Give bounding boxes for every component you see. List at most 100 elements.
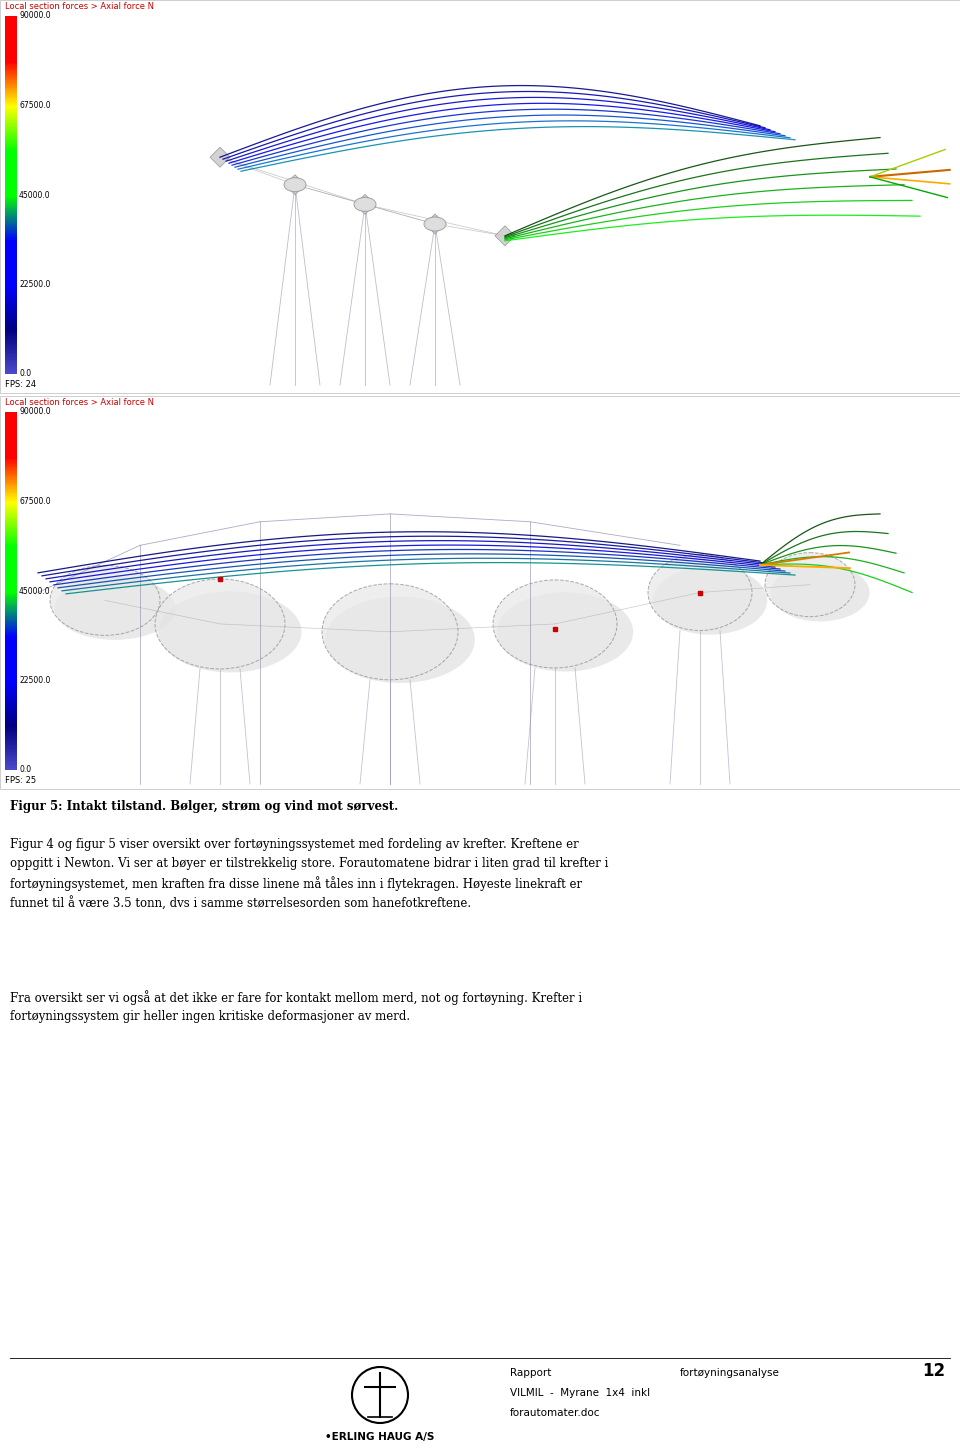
Bar — [5, 423, 17, 424]
Bar — [5, 321, 17, 324]
Bar — [5, 555, 17, 557]
Bar — [5, 359, 17, 362]
Bar — [5, 615, 17, 618]
Bar — [5, 130, 17, 133]
Bar — [5, 628, 17, 631]
Bar — [5, 537, 17, 540]
Bar — [5, 649, 17, 650]
Bar — [5, 592, 17, 595]
Bar — [5, 702, 17, 704]
Bar — [5, 487, 17, 489]
Bar — [5, 136, 17, 138]
Bar — [5, 290, 17, 292]
Bar — [5, 762, 17, 763]
Bar — [5, 439, 17, 442]
Bar — [5, 113, 17, 114]
Bar — [5, 718, 17, 720]
Bar — [5, 237, 17, 240]
Bar — [5, 747, 17, 749]
Bar — [5, 366, 17, 369]
Bar — [5, 653, 17, 656]
Bar — [5, 369, 17, 371]
Bar — [5, 721, 17, 724]
Bar — [5, 515, 17, 518]
Bar — [5, 363, 17, 365]
Bar — [5, 85, 17, 88]
Ellipse shape — [322, 584, 458, 679]
Bar — [5, 90, 17, 91]
Ellipse shape — [354, 197, 376, 211]
Text: VILMIL  -  Myrane  1x4  inkl: VILMIL - Myrane 1x4 inkl — [510, 1389, 650, 1397]
Bar — [5, 278, 17, 279]
Bar — [5, 752, 17, 754]
Bar — [5, 569, 17, 572]
Bar — [5, 236, 17, 239]
Bar — [5, 362, 17, 363]
Bar — [5, 544, 17, 546]
Bar — [5, 62, 17, 65]
Bar — [5, 177, 17, 180]
Bar — [5, 94, 17, 97]
Bar — [5, 355, 17, 356]
Bar — [5, 159, 17, 161]
Bar — [5, 478, 17, 481]
Bar — [5, 710, 17, 711]
Bar — [5, 494, 17, 497]
Bar — [5, 352, 17, 355]
Bar — [5, 185, 17, 188]
Bar — [5, 644, 17, 647]
Bar — [5, 728, 17, 731]
Text: 45000.0: 45000.0 — [19, 191, 51, 200]
Bar — [5, 652, 17, 654]
Bar — [5, 688, 17, 689]
Bar — [5, 637, 17, 640]
Bar — [5, 759, 17, 762]
Bar — [5, 643, 17, 644]
Text: Local section forces > Axial force N: Local section forces > Axial force N — [5, 398, 154, 407]
Bar — [5, 29, 17, 30]
Bar — [5, 135, 17, 136]
Bar — [5, 197, 17, 198]
Bar — [5, 447, 17, 450]
Bar — [5, 83, 17, 84]
Bar — [5, 482, 17, 484]
Bar — [5, 734, 17, 736]
Bar — [5, 25, 17, 28]
Bar — [5, 542, 17, 543]
Bar — [5, 348, 17, 349]
Bar — [5, 683, 17, 686]
Bar — [5, 143, 17, 145]
Bar — [5, 230, 17, 233]
Bar — [5, 310, 17, 311]
Bar — [5, 546, 17, 549]
Bar — [5, 604, 17, 605]
Bar — [5, 520, 17, 521]
Bar — [5, 424, 17, 427]
Bar — [5, 701, 17, 702]
Bar — [5, 264, 17, 265]
Bar — [5, 210, 17, 211]
Bar — [5, 350, 17, 353]
Bar — [5, 598, 17, 601]
Bar — [5, 151, 17, 152]
Bar — [5, 129, 17, 130]
Bar — [5, 41, 17, 43]
Bar — [5, 566, 17, 568]
Text: forautomater.doc: forautomater.doc — [510, 1407, 601, 1418]
Bar — [5, 340, 17, 342]
Bar — [5, 610, 17, 611]
Ellipse shape — [497, 592, 634, 672]
Bar — [5, 727, 17, 730]
Bar — [5, 660, 17, 663]
Bar — [5, 672, 17, 673]
Ellipse shape — [50, 565, 160, 636]
Bar — [5, 227, 17, 229]
Bar — [5, 698, 17, 701]
Bar — [5, 74, 17, 75]
Ellipse shape — [493, 581, 617, 668]
Bar — [5, 445, 17, 446]
Bar — [5, 119, 17, 120]
Bar — [5, 122, 17, 123]
Bar — [5, 605, 17, 607]
Bar — [5, 696, 17, 699]
